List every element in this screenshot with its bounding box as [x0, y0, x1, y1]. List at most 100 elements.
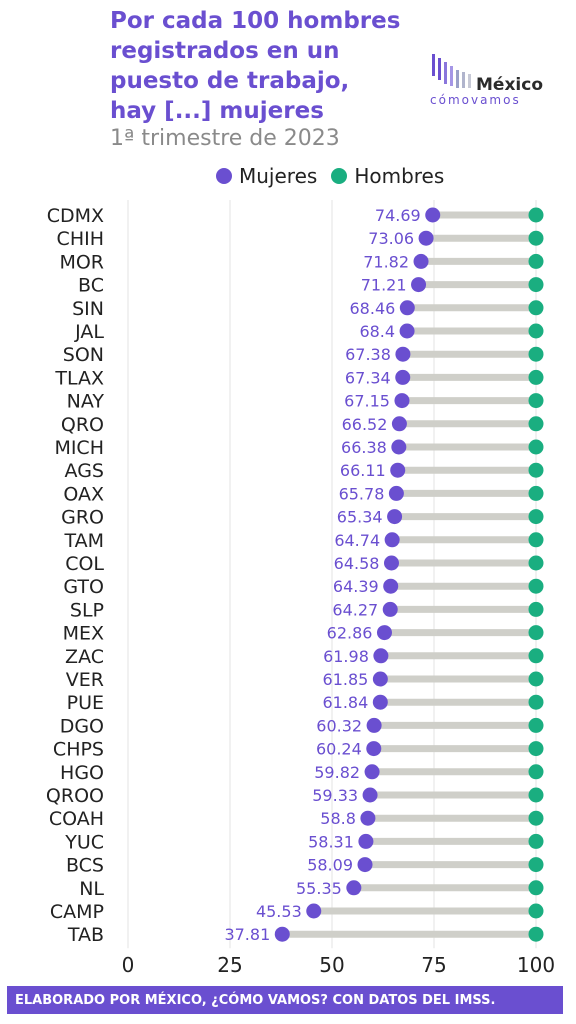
data-label: 60.24 — [316, 740, 362, 759]
point-mujeres — [411, 277, 427, 293]
point-hombres — [528, 880, 544, 896]
category-label: JAL — [74, 321, 104, 343]
data-label: 61.84 — [322, 693, 368, 712]
point-mujeres — [383, 555, 399, 571]
point-mujeres — [391, 416, 407, 432]
x-tick-label: 100 — [517, 953, 555, 977]
category-label: YUC — [64, 831, 104, 853]
category-label: SLP — [70, 599, 104, 621]
point-hombres — [528, 601, 544, 617]
point-hombres — [528, 207, 544, 223]
x-tick-label: 75 — [421, 953, 446, 977]
point-hombres — [528, 787, 544, 803]
data-label: 67.34 — [345, 368, 391, 387]
point-hombres — [528, 741, 544, 757]
point-hombres — [528, 253, 544, 269]
category-label: OAX — [63, 483, 104, 505]
data-label: 67.38 — [345, 345, 391, 364]
point-mujeres — [394, 393, 410, 409]
legend: Mujeres Hombres — [216, 162, 458, 190]
point-mujeres — [357, 857, 373, 873]
category-label: VER — [66, 669, 104, 691]
point-mujeres — [395, 369, 411, 385]
category-label: SIN — [72, 298, 104, 320]
point-mujeres — [358, 833, 374, 849]
data-label: 73.06 — [368, 229, 414, 248]
category-label: TAM — [63, 530, 104, 552]
point-hombres — [528, 764, 544, 780]
legend-item-hombres: Hombres — [331, 164, 444, 188]
category-label: AGS — [65, 460, 104, 482]
data-label: 60.32 — [316, 716, 362, 735]
point-hombres — [528, 555, 544, 571]
data-label: 37.81 — [224, 925, 270, 944]
point-hombres — [528, 810, 544, 826]
logo-bars-icon — [432, 54, 471, 88]
title-line: puesto de trabajo, — [110, 68, 350, 94]
point-mujeres — [346, 880, 362, 896]
data-label: 65.34 — [337, 508, 383, 527]
point-mujeres — [387, 509, 403, 525]
category-label: BC — [78, 275, 104, 297]
point-mujeres — [364, 764, 380, 780]
data-label: 66.38 — [341, 438, 387, 457]
point-mujeres — [372, 694, 388, 710]
legend-label-mujeres: Mujeres — [239, 164, 318, 188]
point-hombres — [528, 323, 544, 339]
point-mujeres — [382, 601, 398, 617]
point-hombres — [528, 833, 544, 849]
category-label: NAY — [67, 391, 105, 413]
category-label: GRO — [61, 507, 104, 529]
point-hombres — [528, 369, 544, 385]
point-hombres — [528, 857, 544, 873]
point-mujeres — [274, 926, 290, 942]
point-mujeres — [372, 671, 388, 687]
category-label: COL — [65, 553, 104, 575]
data-label: 62.86 — [327, 624, 373, 643]
data-label: 68.4 — [359, 322, 395, 341]
point-hombres — [528, 532, 544, 548]
category-label: SON — [63, 344, 104, 366]
data-label: 59.82 — [314, 763, 360, 782]
title-line: Por cada 100 hombres — [110, 8, 401, 34]
mexico-como-vamos-logo: México cómovamos — [430, 52, 550, 108]
point-hombres — [528, 393, 544, 409]
point-mujeres — [413, 253, 429, 269]
point-mujeres — [399, 323, 415, 339]
category-label: ZAC — [65, 646, 104, 668]
point-hombres — [528, 671, 544, 687]
point-mujeres — [384, 532, 400, 548]
data-label: 67.15 — [344, 392, 390, 411]
category-label: PUE — [67, 692, 104, 714]
legend-label-hombres: Hombres — [354, 164, 445, 188]
data-label: 58.8 — [320, 809, 356, 828]
category-label: MICH — [54, 437, 104, 459]
point-mujeres — [399, 300, 415, 316]
logo-text: México — [476, 75, 543, 95]
x-tick-label: 0 — [122, 953, 135, 977]
point-hombres — [528, 462, 544, 478]
category-label: TLAX — [54, 367, 104, 389]
point-mujeres — [362, 787, 378, 803]
point-hombres — [528, 578, 544, 594]
data-label: 45.53 — [256, 902, 302, 921]
category-label: COAH — [49, 808, 104, 830]
title-line: hay [...] mujeres — [110, 98, 324, 124]
point-hombres — [528, 625, 544, 641]
data-label: 64.58 — [334, 554, 380, 573]
point-hombres — [528, 230, 544, 246]
point-mujeres — [390, 462, 406, 478]
data-label: 64.27 — [332, 600, 378, 619]
category-label: DGO — [60, 715, 104, 737]
category-label: MOR — [59, 251, 104, 273]
data-label: 71.82 — [363, 252, 409, 271]
x-tick-label: 50 — [319, 953, 344, 977]
data-label: 64.74 — [334, 531, 380, 550]
point-mujeres — [395, 346, 411, 362]
category-label: CDMX — [47, 205, 104, 227]
point-mujeres — [306, 903, 322, 919]
point-mujeres — [373, 648, 389, 664]
category-label: QRO — [61, 414, 104, 436]
point-mujeres — [388, 485, 404, 501]
category-label: CHPS — [53, 739, 104, 761]
